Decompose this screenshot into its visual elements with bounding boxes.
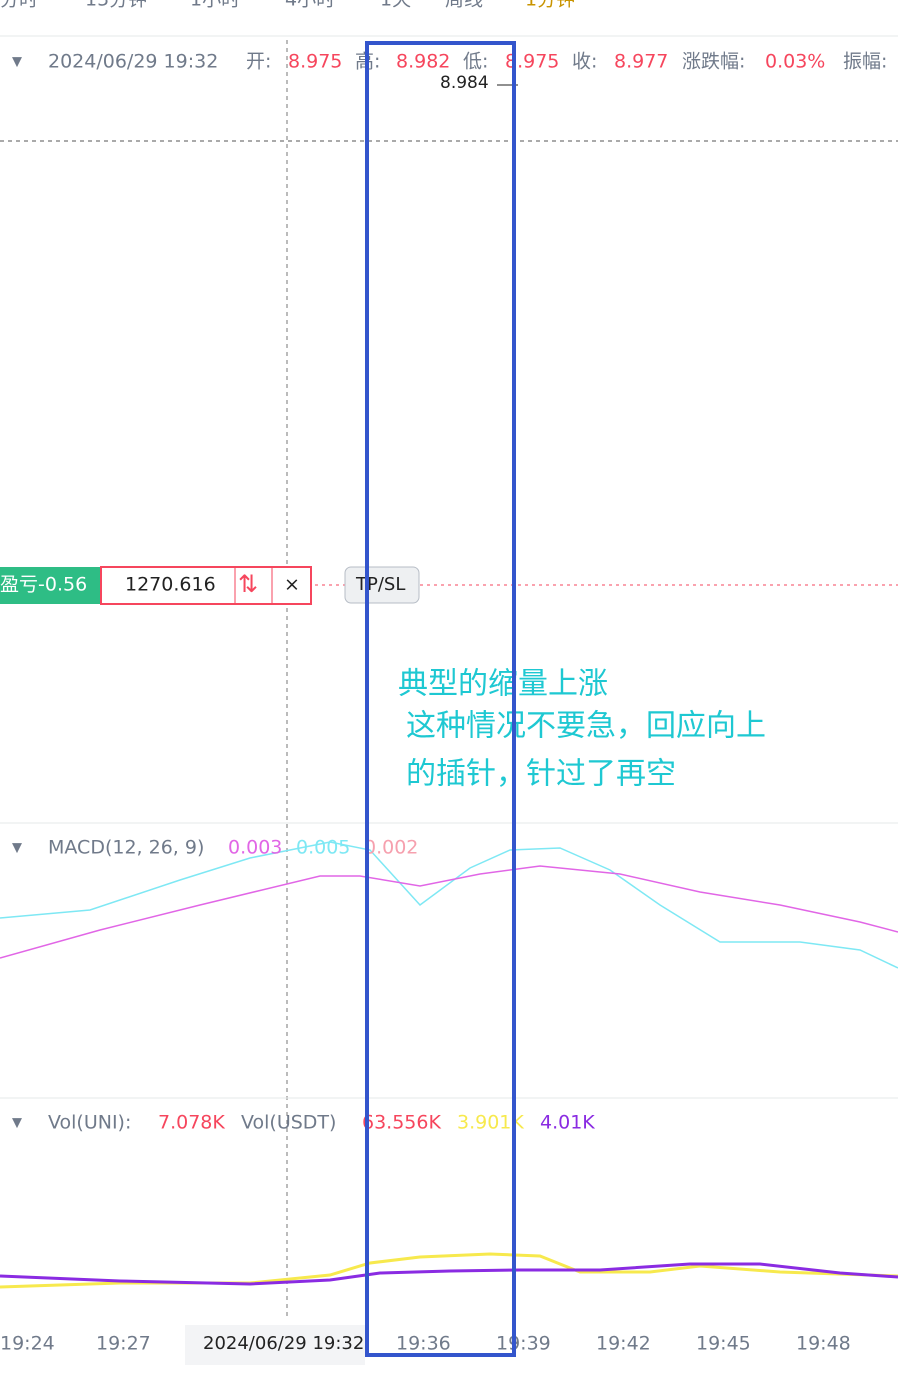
reverse-icon[interactable]: ⇅	[238, 570, 258, 598]
vol-ma10	[0, 1262, 898, 1286]
vol-uni: 7.078K	[158, 1112, 225, 1134]
tab[interactable]: 4小时	[285, 0, 335, 11]
macd-label: MACD(12, 26, 9)	[48, 837, 204, 859]
annotation: 这种情况不要急，回应向上	[406, 709, 766, 744]
annotation: 的插针，针过了再空	[406, 757, 676, 792]
info-label: 开:	[246, 51, 271, 73]
vol-usdt: 63.556K	[362, 1112, 441, 1134]
tab[interactable]: 分时	[0, 0, 38, 11]
info-time: 2024/06/29 19:32	[48, 51, 218, 73]
x-label-current: 2024/06/29 19:32	[203, 1333, 364, 1354]
pnl-box	[0, 567, 100, 604]
crosshair-time-box	[185, 1325, 365, 1365]
tpsl-label[interactable]: TP/SL	[355, 574, 405, 595]
info-label: 低:	[463, 51, 488, 73]
close-icon[interactable]: ×	[284, 574, 300, 596]
dif-line	[0, 865, 898, 959]
x-label: 19:36	[396, 1333, 451, 1355]
macd-hist: 0.002	[364, 837, 418, 859]
info-value: 8.975	[505, 51, 559, 73]
info-label: 振幅:	[843, 51, 887, 73]
tab[interactable]: 15分钟	[85, 0, 147, 11]
pnl: 盈亏-0.56	[0, 574, 87, 596]
collapse-icon[interactable]: ▼	[12, 55, 22, 70]
tab-active[interactable]: 1分钟	[525, 0, 575, 11]
x-label: 19:48	[796, 1333, 851, 1355]
macd-dif: 0.003	[228, 837, 282, 859]
info-value: 8.977	[614, 51, 668, 73]
x-label: 19:45	[696, 1333, 751, 1355]
tpsl-button[interactable]	[344, 566, 420, 604]
vol-ma10-value: 4.01K	[540, 1112, 595, 1134]
macd-dea: 0.005	[296, 837, 350, 859]
position-box	[100, 566, 312, 605]
annotation: 典型的缩量上涨	[398, 667, 608, 702]
x-label: 19:39	[496, 1333, 551, 1355]
highlight-box	[365, 41, 516, 1357]
tab[interactable]: 1天	[380, 0, 411, 11]
vol-label: Vol(USDT)	[241, 1112, 336, 1134]
position-price: 1270.616	[125, 574, 216, 596]
info-value: 0.03%	[765, 51, 825, 73]
vol-ma5-value: 3.901K	[457, 1112, 524, 1134]
tab[interactable]: 周线	[445, 0, 483, 11]
vol-label: Vol(UNI):	[48, 1112, 131, 1134]
info-label: 收:	[572, 51, 597, 73]
collapse-icon[interactable]: ▼	[12, 841, 22, 856]
high-marker: 8.984	[440, 73, 489, 93]
x-label: 19:27	[96, 1333, 151, 1355]
collapse-icon[interactable]: ▼	[12, 1116, 22, 1131]
tab[interactable]: 1小时	[190, 0, 240, 11]
info-value: 8.975	[288, 51, 342, 73]
info-label: 涨跌幅:	[682, 51, 745, 73]
x-label: 19:42	[596, 1333, 651, 1355]
info-value: 8.982	[396, 51, 450, 73]
dea-line	[0, 841, 898, 969]
x-label: 19:24	[0, 1333, 55, 1355]
